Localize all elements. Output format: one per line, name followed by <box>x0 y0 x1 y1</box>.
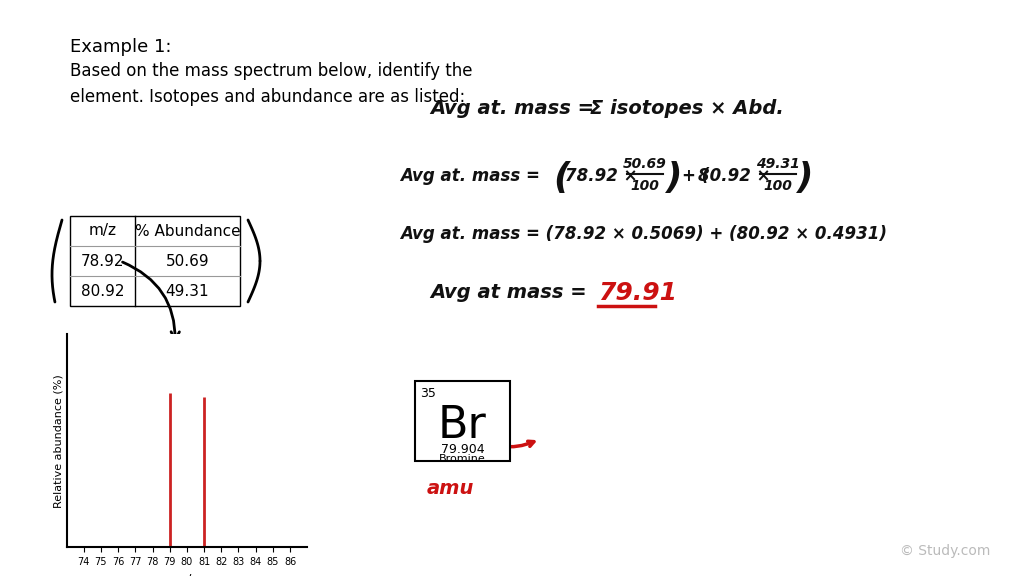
Text: + (: + ( <box>682 167 710 185</box>
Text: 49.31: 49.31 <box>166 283 209 298</box>
Text: 80.92 ×: 80.92 × <box>698 167 776 185</box>
Text: 49.31: 49.31 <box>756 157 800 171</box>
Text: 50.69: 50.69 <box>166 253 209 268</box>
Text: ): ) <box>797 161 813 195</box>
Text: 78.92 ×: 78.92 × <box>565 167 643 185</box>
Text: 50.69: 50.69 <box>624 157 667 171</box>
Bar <box>415 381 510 461</box>
Text: Avg at mass =: Avg at mass = <box>430 283 593 302</box>
Text: ): ) <box>666 161 683 195</box>
Text: Br: Br <box>438 404 487 446</box>
Bar <box>70 216 240 306</box>
Text: 35: 35 <box>420 387 436 400</box>
X-axis label: m/z: m/z <box>175 573 199 576</box>
Text: amu: amu <box>427 479 474 498</box>
Text: 79.91: 79.91 <box>598 281 677 305</box>
Text: 80.92: 80.92 <box>81 283 124 298</box>
Text: Σ isotopes × Abd.: Σ isotopes × Abd. <box>590 98 783 118</box>
Text: 79.904: 79.904 <box>440 443 484 456</box>
Text: m/z: m/z <box>88 223 117 238</box>
Text: Avg at. mass = (78.92 × 0.5069) + (80.92 × 0.4931): Avg at. mass = (78.92 × 0.5069) + (80.92… <box>400 225 887 243</box>
Text: 78.92: 78.92 <box>81 253 124 268</box>
Y-axis label: Relative abundance (%): Relative abundance (%) <box>54 374 63 507</box>
Text: Avg at. mass =: Avg at. mass = <box>430 98 601 118</box>
Text: Example 1:: Example 1: <box>70 38 171 56</box>
Text: Avg at. mass =: Avg at. mass = <box>400 167 546 185</box>
Text: Bromine: Bromine <box>439 454 485 464</box>
Text: 100: 100 <box>631 179 659 193</box>
Text: (: ( <box>553 161 569 195</box>
Text: % Abundance: % Abundance <box>135 223 241 238</box>
Text: 100: 100 <box>764 179 793 193</box>
Text: © Study.com: © Study.com <box>900 544 990 558</box>
Text: Based on the mass spectrum below, identify the
element. Isotopes and abundance a: Based on the mass spectrum below, identi… <box>70 62 472 107</box>
